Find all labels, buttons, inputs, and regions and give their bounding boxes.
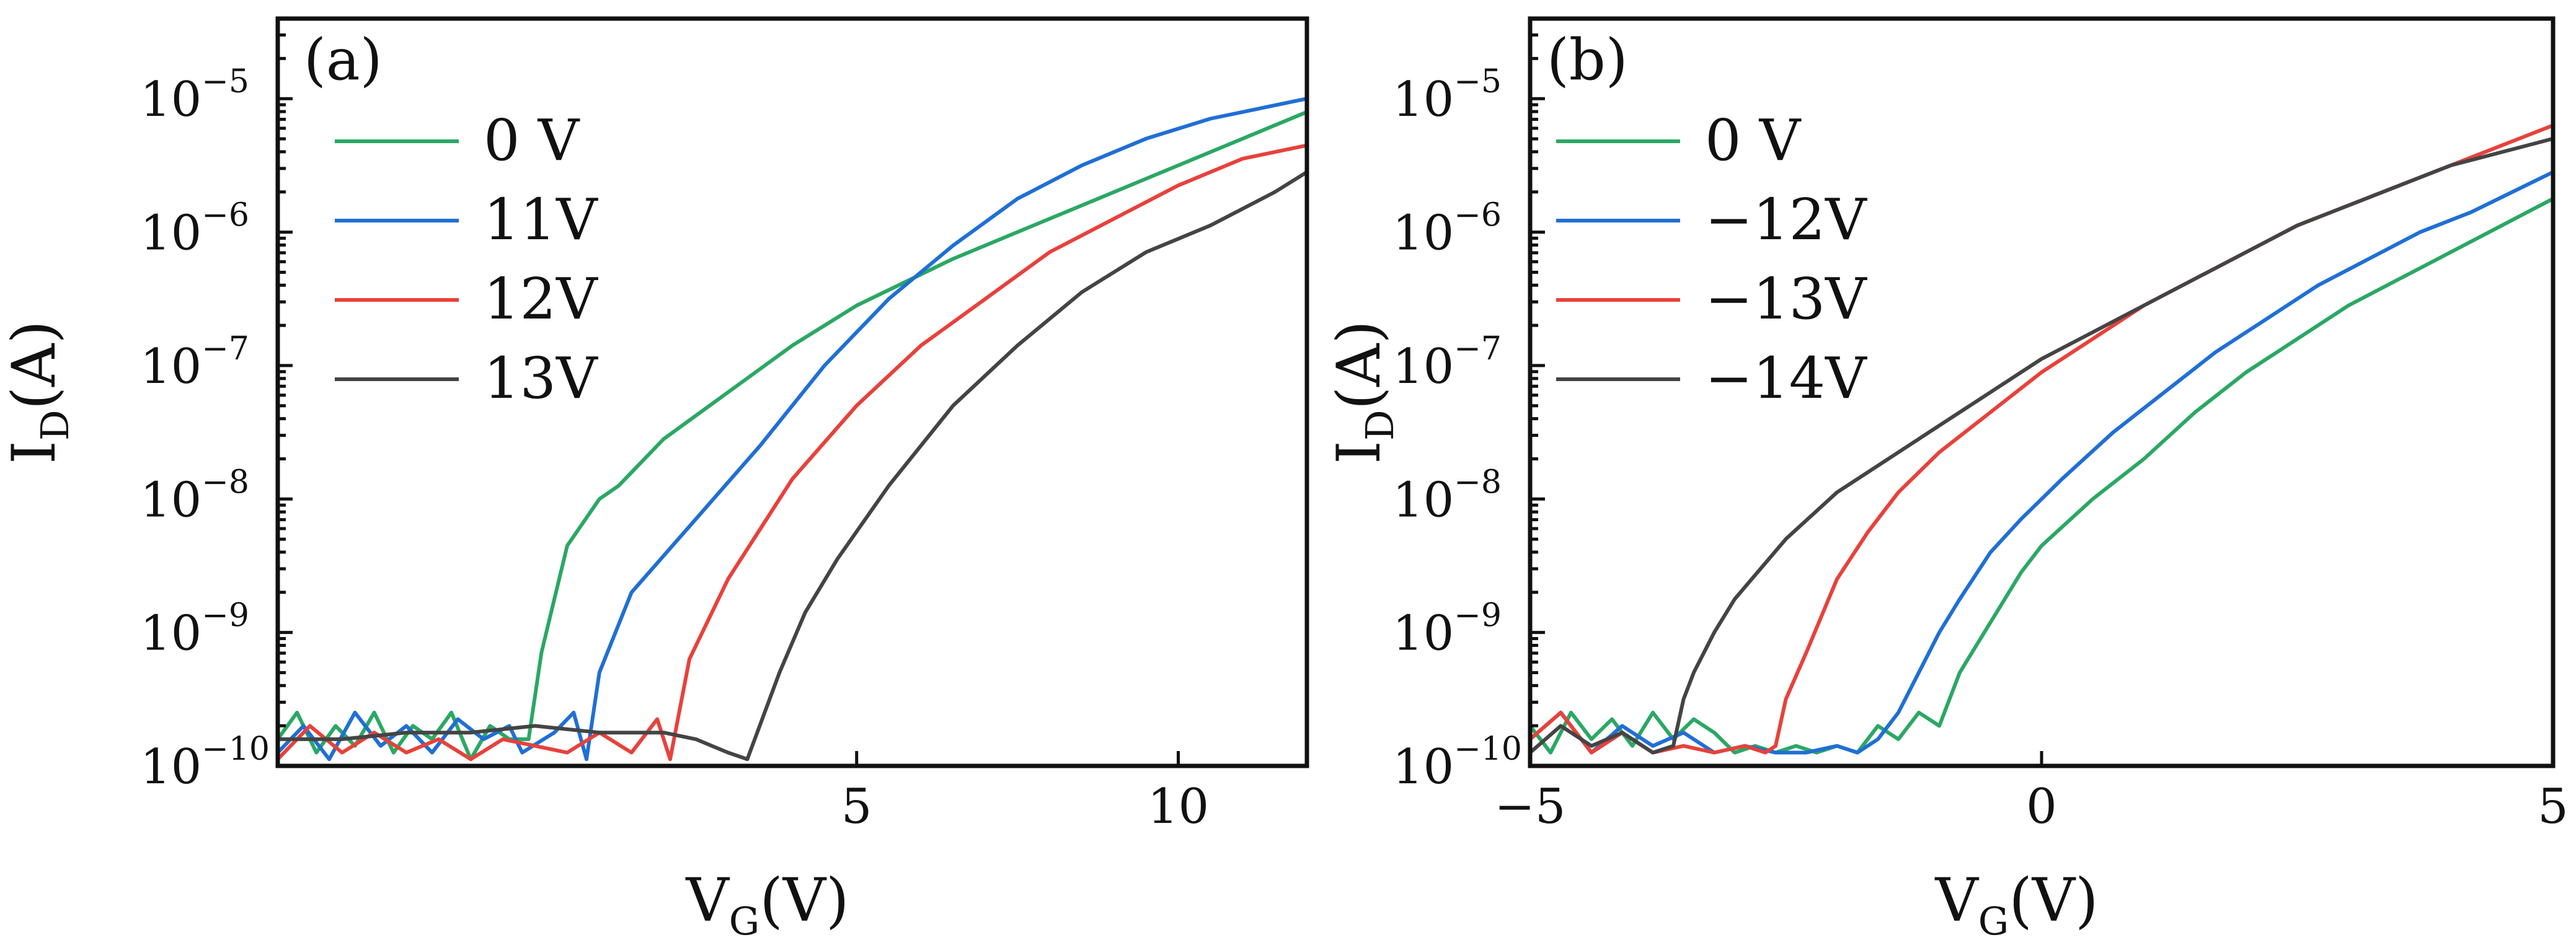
series-group <box>278 97 1307 762</box>
y-tick-label: 10−9 <box>1392 597 1502 662</box>
legend-label-2: 11V <box>484 187 598 253</box>
panel-label: (b) <box>1547 27 1628 93</box>
series-group <box>1530 123 2553 755</box>
series-line-3 <box>278 143 1307 762</box>
y-tick-label: 10−5 <box>1392 63 1502 128</box>
y-tick-label: 10−10 <box>1392 731 1522 795</box>
legend-label-3: −13V <box>1705 266 1867 332</box>
series-line-1 <box>278 110 1307 762</box>
panel-a: 10−10 10−9 10−8 10−7 10−6 10−5 5 10 VG(V) ID(A) (a… <box>0 16 1309 944</box>
panel-label: (a) <box>304 27 383 93</box>
x-tick-label: 5 <box>2538 779 2569 835</box>
legend-label-1: 0 V <box>484 107 580 174</box>
legend-label-4: 13V <box>484 345 598 411</box>
legend-label-3: 12V <box>484 266 598 332</box>
legend-label-1: 0 V <box>1705 107 1802 174</box>
y-tick-label: 10−8 <box>140 464 249 528</box>
series-line-4 <box>278 170 1307 762</box>
legend-label-4: −14V <box>1705 345 1867 411</box>
y-tick-label: 10−8 <box>1392 464 1502 528</box>
series-line-2 <box>1530 170 2553 755</box>
x-tick-label: −5 <box>1495 779 1566 835</box>
y-tick-label: 10−7 <box>1392 330 1502 395</box>
y-tick-label: 10−9 <box>140 597 249 662</box>
x-tick-label: 0 <box>2026 779 2057 835</box>
x-tick-label: 5 <box>841 779 872 835</box>
y-axis-title: ID(A) <box>1324 320 1402 464</box>
y-tick-label: 10−5 <box>140 63 249 128</box>
x-axis-title: VG(V) <box>685 866 849 944</box>
series-line-1 <box>1530 196 2553 755</box>
series-line-4 <box>1530 136 2553 755</box>
y-tick-label: 10−7 <box>140 330 249 395</box>
series-line-2 <box>278 97 1307 762</box>
x-tick-label: 10 <box>1148 779 1209 835</box>
legend-label-2: −12V <box>1705 187 1867 253</box>
panel-b: 10−10 10−9 10−8 10−7 10−6 10−5 −5 0 5 VG(V) ID(A) (… <box>1324 16 2569 944</box>
y-axis-title: ID(A) <box>0 320 77 464</box>
y-tick-label: 10−10 <box>140 731 270 795</box>
plot-frame <box>275 16 1309 768</box>
y-tick-label: 10−6 <box>140 197 249 262</box>
y-tick-label: 10−6 <box>1392 197 1502 262</box>
x-axis-title: VG(V) <box>1934 866 2098 944</box>
